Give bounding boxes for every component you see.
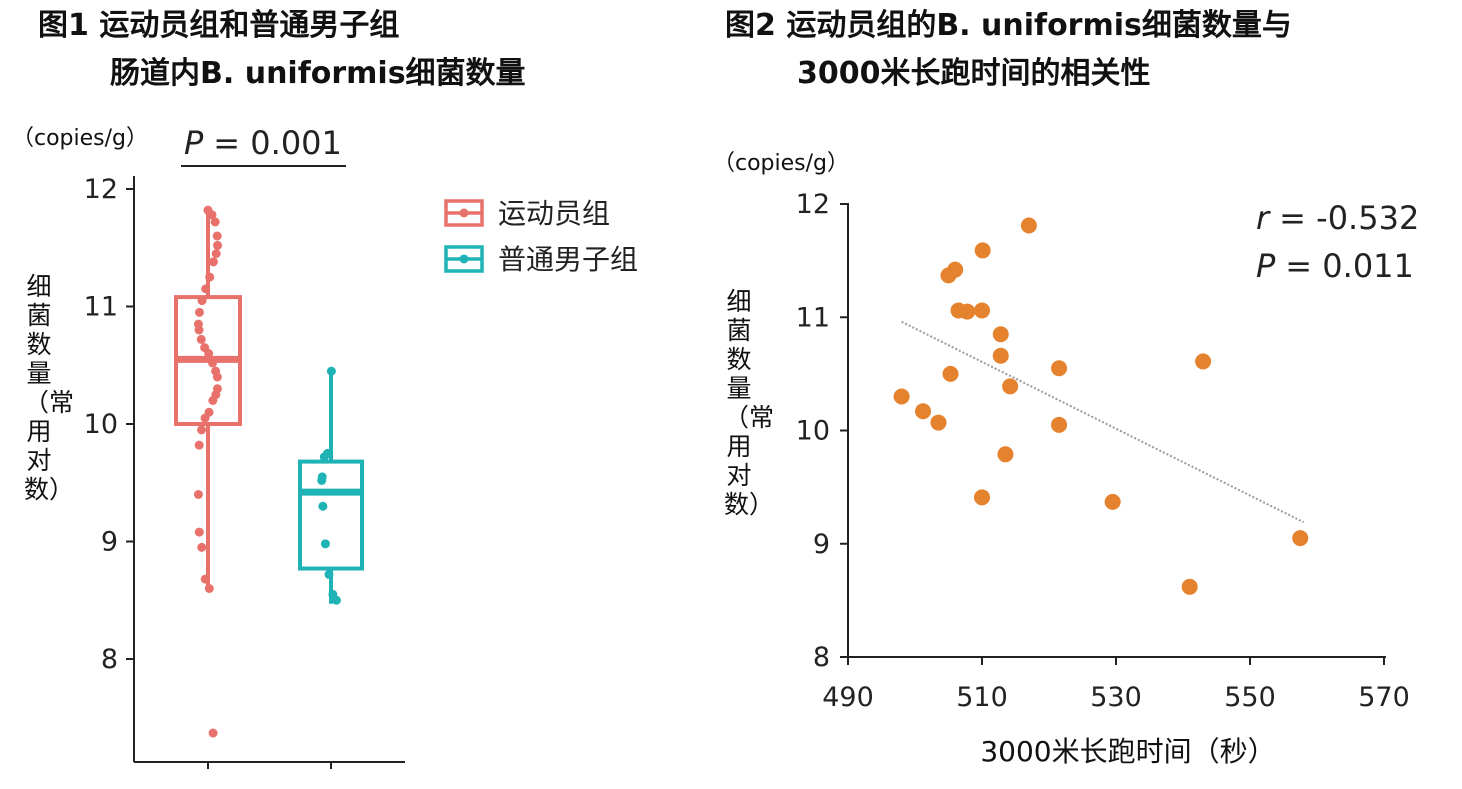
legend-item-ordinary: 普通男子组 [444, 243, 638, 276]
fig1-unit-label: （copies/g） [12, 126, 149, 151]
fig2-data-point [1051, 416, 1068, 433]
fig1-data-point [331, 595, 341, 605]
fig2-x-axis-label: 3000米长跑时间（秒） [980, 735, 1275, 768]
fig1-data-point [210, 217, 220, 227]
fig2-y-tick-label: 11 [796, 302, 830, 333]
fig1-data-point [211, 249, 221, 259]
fig1-box-iqr [298, 459, 364, 571]
fig1-data-point [197, 542, 207, 552]
fig2-data-point [992, 326, 1009, 343]
fig2-data-point [1002, 378, 1019, 395]
fig2-data-point [974, 489, 990, 506]
fig1-data-point [212, 231, 222, 241]
fig2-y-tick-label: 10 [796, 416, 830, 447]
fig1-data-point [208, 396, 218, 405]
fig2-title-line2: 3000米长跑时间的相关性 [797, 56, 1151, 91]
fig1-data-point [317, 475, 327, 485]
fig1-data-point [197, 425, 207, 435]
fig2-x-ticks: 490 510 530 550 570 [822, 657, 1410, 713]
fig2-data-point [997, 446, 1014, 463]
fig2-data-point [947, 261, 964, 278]
legend-item-athlete: 运动员组 [444, 197, 610, 230]
fig2-x-tick-label: 510 [956, 682, 1008, 713]
fig1-legend: 运动员组 普通男子组 [444, 197, 638, 276]
fig2-title-line1: 图2 运动员组的B. uniformis细菌数量与 [725, 8, 1292, 43]
fig1-y-tick-label: 12 [84, 174, 118, 205]
fig1-data-point [200, 413, 210, 423]
fig1-y-tick-label: 9 [101, 527, 118, 558]
fig2-data-point [1104, 493, 1121, 510]
fig1-data-point [194, 527, 204, 537]
fig2-y-tick-label: 9 [813, 529, 830, 560]
fig1-y-tick-label: 8 [101, 644, 118, 675]
fig1-data-point [197, 296, 207, 306]
fig1-data-point [207, 210, 217, 220]
fig1-data-point [324, 569, 334, 579]
fig2-r-value: r = -0.532 [1256, 199, 1419, 237]
fig2-data-point [915, 403, 932, 420]
fig2-y-ticks: 8 9 10 11 12 [796, 189, 848, 673]
fig2-x-tick-label: 490 [822, 682, 874, 713]
fig2-y-tick-label: 12 [796, 189, 830, 220]
legend-label-athlete: 运动员组 [498, 197, 610, 230]
fig1-data-point [204, 349, 214, 358]
fig2-data-point [974, 242, 991, 259]
fig2-points [893, 217, 1309, 595]
fig1-y-tick-label: 11 [84, 292, 118, 323]
fig1-data-point [208, 358, 218, 368]
fig1-data-point [326, 366, 336, 376]
fig1-boxes [174, 205, 364, 738]
fig2-x-tick-label: 530 [1090, 682, 1142, 713]
fig2-data-point [930, 414, 947, 431]
fig1-data-point [201, 284, 211, 294]
fig1-data-point [208, 728, 218, 738]
fig2-p-value: P = 0.011 [1256, 247, 1414, 285]
fig2-data-point [1181, 578, 1198, 595]
fig2-x-tick-label: 570 [1358, 682, 1410, 713]
fig1-axes [133, 176, 405, 769]
fig1-data-point [200, 574, 210, 584]
fig1-y-tick-label: 10 [84, 409, 118, 440]
fig1-data-point [212, 372, 222, 382]
fig2-unit-label: （copies/g） [713, 151, 850, 176]
fig2-data-point [974, 302, 990, 319]
fig2-trend-line [901, 320, 1305, 524]
fig1-y-ticks: 8 9 10 11 12 [84, 174, 134, 675]
fig1-data-point [205, 272, 215, 282]
fig1-data-point [204, 584, 214, 593]
fig1-box-ordinary [298, 366, 364, 605]
fig2-data-point [942, 365, 959, 382]
fig2-x-tick-label: 550 [1224, 682, 1276, 713]
fig2-data-point [1195, 353, 1212, 370]
fig1-p-value: P = 0.001 [184, 124, 342, 162]
fig1-title-line2: 肠道内B. uniformis细菌数量 [110, 56, 526, 91]
fig1-data-point [194, 440, 204, 450]
fig1-data-point [319, 452, 329, 462]
fig2-data-point [1051, 360, 1068, 377]
fig2-data-point [959, 303, 976, 320]
fig1-title-line1: 图1 运动员组和普通男子组 [38, 8, 400, 43]
fig1-data-point [320, 539, 330, 549]
fig1-data-point [208, 257, 218, 267]
fig1-data-point [194, 325, 204, 335]
fig2-data-point [992, 347, 1009, 364]
fig1-data-point [318, 501, 328, 511]
fig2-data-point [1020, 217, 1037, 234]
fig2-trendline [901, 320, 1305, 524]
legend-label-ordinary: 普通男子组 [498, 243, 638, 276]
fig2-data-point [893, 388, 910, 405]
fig1-box-athlete [174, 205, 242, 738]
fig1-y-axis-label: 细菌数量（常用对数） [24, 272, 75, 504]
fig2-data-point [1292, 530, 1309, 547]
fig1-data-point [196, 334, 206, 344]
fig1-data-point [194, 307, 204, 317]
fig2-y-tick-label: 8 [813, 642, 830, 673]
fig1-data-point [213, 240, 223, 250]
fig1-data-point [193, 490, 203, 499]
